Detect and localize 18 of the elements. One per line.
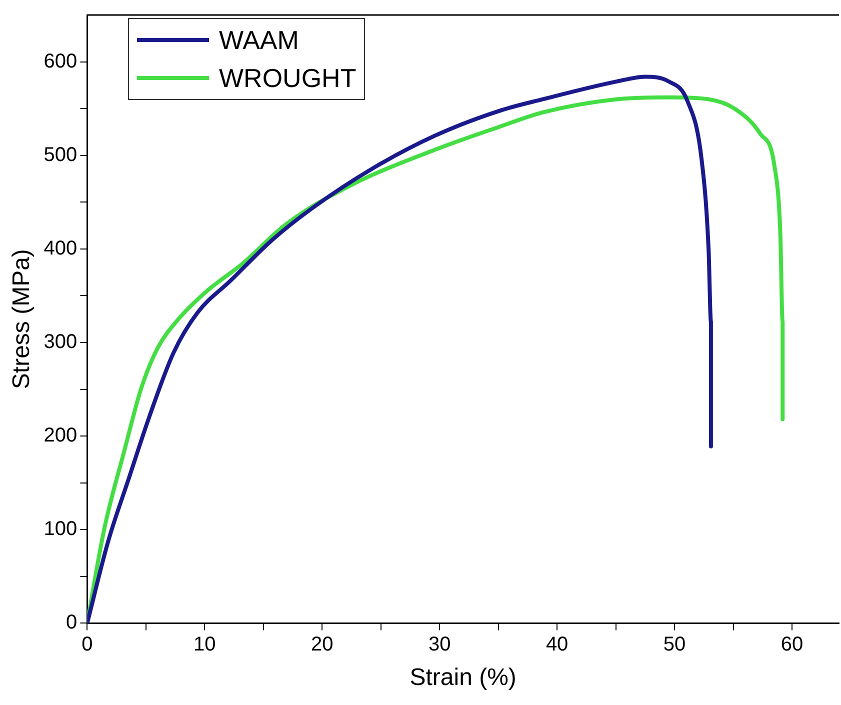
x-tick-label: 50 bbox=[663, 634, 686, 656]
x-tick-label: 60 bbox=[780, 634, 804, 656]
y-tick-label: 500 bbox=[44, 144, 78, 166]
y-tick-label: 300 bbox=[44, 331, 78, 354]
x-tick-label: 30 bbox=[428, 634, 451, 656]
legend-label: WAAM bbox=[219, 24, 299, 57]
y-tick-label: 400 bbox=[44, 237, 78, 260]
y-tick-label: 100 bbox=[44, 518, 78, 540]
y-tick-label: 0 bbox=[66, 612, 78, 634]
y-tick-label: 600 bbox=[44, 50, 78, 72]
x-tick-label: 10 bbox=[194, 634, 216, 656]
y-tick-label: 200 bbox=[44, 424, 78, 447]
y-axis-title: Stress (MPa) bbox=[8, 249, 36, 390]
legend-label: WROUGHT bbox=[219, 62, 356, 95]
x-tick-label: 40 bbox=[546, 634, 568, 656]
x-axis-title: Strain (%) bbox=[410, 664, 516, 692]
x-tick-label: 0 bbox=[82, 634, 93, 656]
x-tick-label: 20 bbox=[310, 634, 334, 656]
